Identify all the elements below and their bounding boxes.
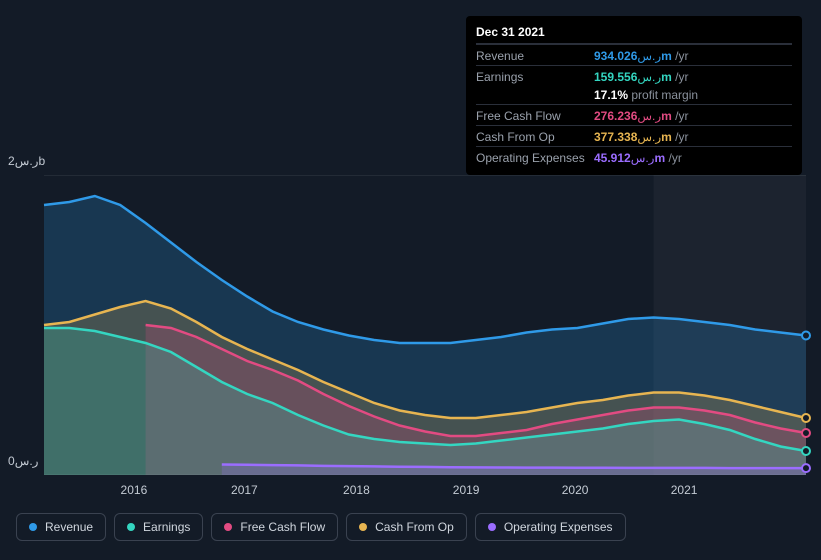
legend-dot-icon — [488, 523, 496, 531]
tooltip-row-value: 159.556ر.سm /yr — [594, 66, 792, 87]
legend-dot-icon — [359, 523, 367, 531]
x-axis-label: 2018 — [343, 483, 370, 497]
tooltip-row-label — [476, 86, 594, 105]
tooltip-row-value: 934.026ر.سm /yr — [594, 45, 792, 66]
legend-dot-icon — [224, 523, 232, 531]
legend-dot-icon — [29, 523, 37, 531]
tooltip-row-value: 276.236ر.سm /yr — [594, 105, 792, 126]
tooltip-row-value: 377.338ر.سm /yr — [594, 126, 792, 147]
y-axis-max-label: ر.س2b — [8, 154, 38, 168]
y-axis-min-label: ر.س0 — [8, 454, 38, 468]
tooltip-row-label: Revenue — [476, 45, 594, 66]
chart-tooltip: Dec 31 2021 Revenue934.026ر.سm /yrEarnin… — [466, 16, 802, 175]
tooltip-table: Revenue934.026ر.سm /yrEarnings159.556ر.س… — [476, 44, 792, 167]
tooltip-row-label: Earnings — [476, 66, 594, 87]
legend-item[interactable]: Free Cash Flow — [211, 513, 338, 541]
tooltip-date: Dec 31 2021 — [476, 22, 792, 44]
legend-label: Revenue — [45, 520, 93, 534]
x-axis-label: 2019 — [453, 483, 480, 497]
legend-label: Operating Expenses — [504, 520, 613, 534]
x-axis-label: 2020 — [562, 483, 589, 497]
legend-item[interactable]: Revenue — [16, 513, 106, 541]
legend-label: Earnings — [143, 520, 190, 534]
legend-item[interactable]: Operating Expenses — [475, 513, 626, 541]
x-axis-label: 2021 — [671, 483, 698, 497]
tooltip-row-value: 45.912ر.سm /yr — [594, 147, 792, 168]
legend-label: Cash From Op — [375, 520, 454, 534]
line-area-chart[interactable]: ر.س2b ر.س0 201620172018201920202021 — [16, 150, 806, 510]
legend-dot-icon — [127, 523, 135, 531]
legend-item[interactable]: Cash From Op — [346, 513, 467, 541]
chart-svg — [44, 175, 806, 475]
legend-item[interactable]: Earnings — [114, 513, 203, 541]
chart-legend: Revenue Earnings Free Cash Flow Cash From O… — [16, 513, 626, 541]
tooltip-row-value: 17.1% profit margin — [594, 86, 792, 105]
x-axis-label: 2017 — [231, 483, 258, 497]
x-axis-label: 2016 — [121, 483, 148, 497]
tooltip-row-label: Free Cash Flow — [476, 105, 594, 126]
tooltip-row-label: Operating Expenses — [476, 147, 594, 168]
tooltip-row-label: Cash From Op — [476, 126, 594, 147]
legend-label: Free Cash Flow — [240, 520, 325, 534]
